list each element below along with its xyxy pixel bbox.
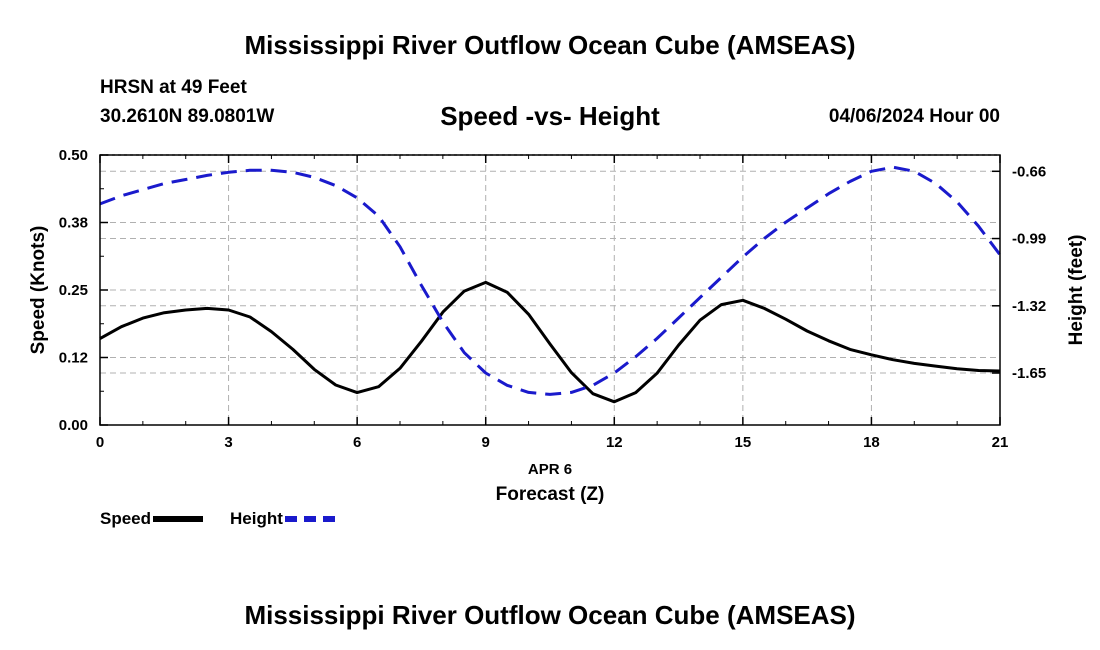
legend-height-swatch	[284, 516, 335, 522]
legend-height: Height	[230, 509, 335, 529]
x-tick-label: 21	[992, 434, 1009, 451]
grid-layer	[100, 154, 1000, 425]
x-tick-label: 6	[353, 434, 361, 451]
x-tick-label: 0	[96, 434, 104, 451]
legend-height-label: Height	[230, 509, 283, 528]
x-date-label: APR 6	[528, 461, 572, 478]
chart-title: Speed -vs- Height	[440, 101, 660, 131]
legend-speed-label: Speed	[100, 509, 152, 528]
legend-speed-swatch	[153, 516, 204, 522]
series-line-speed	[99, 280, 1001, 404]
y2-tick-label: -0.99	[1012, 231, 1046, 248]
x-tick-label: 12	[606, 434, 623, 451]
legend-speed: Speed	[100, 509, 204, 529]
main-title: Mississippi River Outflow Ocean Cube (AM…	[244, 30, 856, 60]
x-axis-title: Forecast (Z)	[496, 484, 605, 505]
bottom-title: Mississippi River Outflow Ocean Cube (AM…	[244, 600, 856, 630]
date-label: 04/06/2024 Hour 00	[828, 106, 1000, 127]
y2-tick-label: -0.66	[1012, 163, 1046, 180]
y2-tick-label: -1.65	[1012, 365, 1046, 382]
y-tick-label: 0.00	[59, 417, 88, 434]
coordinates-label: 30.2610N 89.0801W	[100, 106, 275, 127]
y2-axis-title: Height (feet)	[1066, 235, 1087, 346]
y-axis-title: Speed (Knots)	[28, 226, 49, 355]
x-tick-label: 3	[224, 434, 232, 451]
y-tick-label: 0.12	[59, 350, 88, 367]
y-tick-label: 0.25	[59, 282, 88, 299]
series-layer	[99, 165, 1002, 404]
series-line-height	[99, 165, 1002, 396]
station-label: HRSN at 49 Feet	[100, 77, 247, 98]
x-tick-label: 15	[735, 434, 752, 451]
y-tick-label: 0.50	[59, 147, 88, 164]
tick-layer: 0 3 6 9 12 15 18 21 0.00 0.12 0.25 0.38 0.50 -0.66 -0.…	[59, 147, 1046, 451]
x-tick-label: 18	[863, 434, 880, 451]
y-tick-label: 0.38	[59, 215, 88, 232]
y2-tick-label: -1.32	[1012, 298, 1046, 315]
x-tick-label: 9	[482, 434, 490, 451]
